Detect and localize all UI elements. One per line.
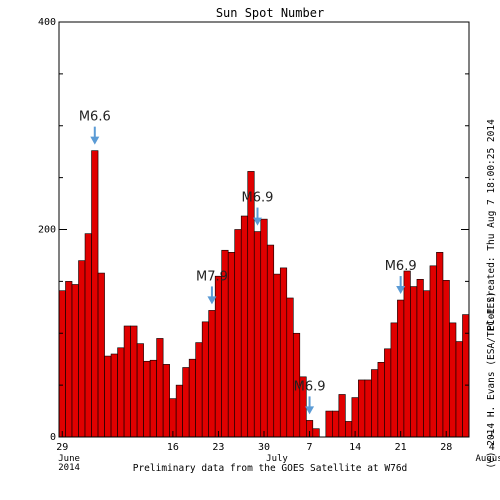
x-tick-label: 29 [56,442,68,453]
bar [208,310,216,438]
month-label: 2014 [58,463,80,473]
bar [325,410,333,438]
bar [97,272,105,438]
copyright-note: (c) 2014 H. Evans (ESA/TEC-EES) [486,291,497,468]
bar [214,275,223,438]
bar [149,359,157,438]
bar [455,341,463,438]
bar [117,347,125,438]
y-tick-label: 0 [50,432,56,443]
bar [227,252,236,438]
flare-label: M6.9 [463,0,495,4]
x-tick-label: 4 [489,442,495,453]
bar [188,358,196,438]
bar [71,284,79,438]
bar [279,267,288,438]
x-tick-label: 7 [307,442,313,453]
bar [91,150,99,438]
month-label: August [476,454,500,464]
bar [364,379,372,438]
x-tick-label: 28 [440,442,452,453]
x-tick-label: 16 [167,442,179,453]
bar [403,270,411,438]
bar [78,260,86,438]
bar [377,361,385,438]
bar [416,278,424,438]
flare-arrow-head [396,286,406,295]
x-tick-label: 23 [212,442,224,453]
bar [84,233,92,438]
x-tick-label: 14 [349,442,361,453]
x-tick-label: 30 [258,442,270,453]
bar [429,265,437,438]
bar [390,322,398,438]
bar [136,343,144,438]
bar [143,360,151,438]
chart-title: Sun Spot Number [216,6,324,20]
bar [338,394,346,438]
y-tick-label: 200 [38,225,56,236]
bar [410,286,418,438]
bar [345,421,353,438]
month-label: June [58,454,80,464]
bar [260,218,268,438]
bars-group [58,150,470,438]
flare-label: M7.9 [196,269,228,284]
bar [130,325,138,438]
bar [247,171,255,438]
bar [65,281,73,438]
bar [104,355,112,438]
flare-arrow-head [90,136,100,145]
bar [182,367,190,438]
month-label: July [266,454,288,464]
bar [110,353,118,438]
flare-label: M6.9 [294,379,326,394]
flare-label: M6.6 [79,110,111,125]
bar [266,244,275,438]
bar [123,325,131,438]
bar [162,364,170,438]
bar [384,348,392,438]
bar [240,215,249,438]
plot-created-note: Plot created: Thu Aug 7 18:00:25 2014 [486,119,497,331]
bar [423,290,431,438]
y-tick-label: 400 [38,17,56,28]
flare-arrow-head [252,217,262,226]
bar [436,252,444,438]
bar [58,290,66,438]
x-tick-label: 21 [395,442,407,453]
bar [397,299,405,438]
bar [195,342,203,438]
bar [312,428,320,438]
bar [253,231,262,438]
bar [234,229,242,438]
flare-label: M6.9 [385,259,417,274]
footer-note: Preliminary data from the GOES Satellite… [133,463,408,474]
bar [286,297,294,438]
bar [156,338,164,438]
bar [332,410,340,438]
annotations-group: M6.6 M7.9 M6.9 M6.9 M6.9 M6.9 [79,0,495,415]
bar [358,379,366,438]
flare-label: M6.9 [242,191,274,206]
bar [273,273,281,438]
bar [175,384,183,438]
bar [442,280,450,438]
flare-arrow-head [207,296,217,305]
flare-arrow-head [305,406,315,415]
bar [371,369,379,438]
bar [449,322,457,438]
bar [201,321,209,438]
